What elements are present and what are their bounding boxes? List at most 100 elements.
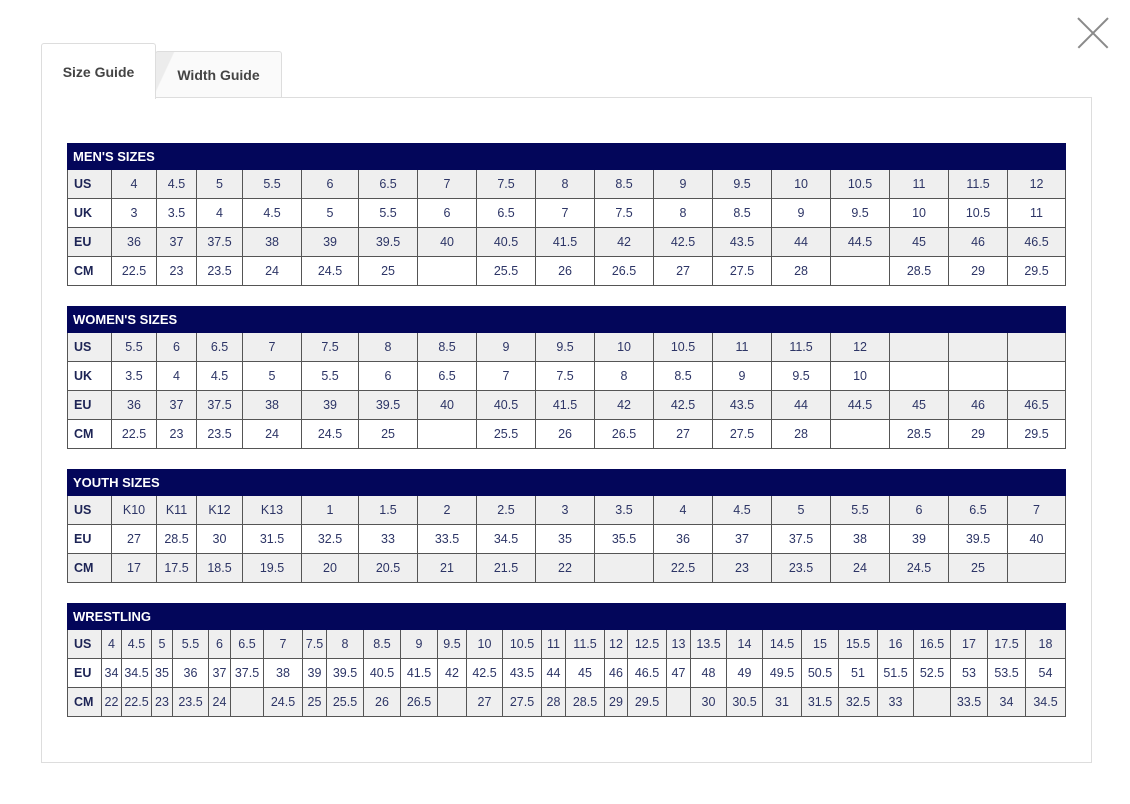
header-cell — [712, 469, 772, 496]
size-cell: 37 — [712, 524, 772, 554]
size-cell: 4.5 — [712, 495, 772, 525]
size-cell: 7 — [476, 361, 537, 391]
size-cell: 42 — [437, 658, 467, 688]
size-cell: 22.5 — [121, 687, 152, 717]
size-cell: 25 — [948, 553, 1008, 583]
size-cell: 34 — [987, 687, 1026, 717]
size-cell: 10.5 — [653, 332, 714, 362]
size-cell: 45 — [565, 658, 605, 688]
header-cell — [913, 603, 951, 630]
header-cell — [242, 306, 303, 333]
header-cell — [762, 603, 802, 630]
size-cell: 1.5 — [358, 495, 418, 525]
size-cell: 23.5 — [771, 553, 831, 583]
header-cell — [948, 143, 1009, 170]
tab-size-guide[interactable]: Size Guide — [41, 43, 156, 99]
header-cell — [301, 306, 360, 333]
header-cell — [889, 306, 950, 333]
size-cell: 8 — [358, 332, 419, 362]
row-label: US — [67, 169, 112, 199]
row-label: UK — [67, 361, 112, 391]
size-cell: 27.5 — [712, 419, 773, 449]
size-cell: 23 — [151, 687, 173, 717]
header-cell — [476, 306, 537, 333]
size-cell: 7.5 — [476, 169, 537, 199]
size-cell: 6 — [358, 361, 419, 391]
size-cell: 44 — [771, 227, 832, 257]
size-cell — [417, 256, 478, 286]
size-cell: 9.5 — [437, 629, 467, 659]
row-label: EU — [67, 227, 112, 257]
size-cell: 20 — [301, 553, 359, 583]
table-title: WRESTLING — [67, 603, 173, 630]
size-cell: 28.5 — [156, 524, 197, 554]
size-cell: 27 — [466, 687, 503, 717]
tab-width-guide[interactable]: Width Guide — [155, 51, 282, 98]
size-cell: 4 — [156, 361, 197, 391]
size-cell: 41.5 — [535, 390, 596, 420]
size-cell: 5 — [301, 198, 360, 228]
size-cell: 35.5 — [594, 524, 654, 554]
size-cell: 21 — [417, 553, 477, 583]
size-cell: 47 — [666, 658, 691, 688]
size-cell: 5 — [195, 169, 244, 199]
table-title: MEN'S SIZES — [66, 143, 244, 170]
size-cell: 27 — [653, 256, 714, 286]
header-cell — [889, 469, 949, 496]
size-cell: 38 — [242, 390, 303, 420]
size-cell: 5.5 — [242, 169, 303, 199]
size-cell — [889, 332, 950, 362]
size-cell: 44.5 — [830, 390, 891, 420]
size-cell: 15 — [801, 629, 839, 659]
header-cell — [830, 143, 891, 170]
size-cell: 28 — [541, 687, 566, 717]
size-cell: 36 — [653, 524, 713, 554]
size-cell: 39 — [889, 524, 949, 554]
size-cell: 29.5 — [1007, 419, 1067, 449]
size-cell: 40.5 — [363, 658, 401, 688]
header-cell — [771, 469, 831, 496]
size-cell: 46 — [948, 390, 1009, 420]
size-cell: 11.5 — [565, 629, 605, 659]
size-cell: 39 — [301, 227, 360, 257]
close-icon[interactable] — [1077, 17, 1109, 49]
header-cell — [535, 306, 596, 333]
size-cell: 19.5 — [242, 553, 302, 583]
size-cell: 12.5 — [627, 629, 667, 659]
header-cell — [653, 306, 714, 333]
size-cell: 9.5 — [830, 198, 891, 228]
size-cell: 36 — [111, 227, 157, 257]
header-cell — [417, 306, 478, 333]
table-row: US 5.5 6 6.5 7 7.5 8 8.5 9 9.5 10 10.5 11 11.5 12 — [67, 332, 1067, 362]
header-cell — [1007, 306, 1067, 333]
size-cell: 9 — [712, 361, 773, 391]
row-label: US — [67, 629, 102, 659]
header-cell — [726, 603, 763, 630]
size-cell: 33.5 — [417, 524, 477, 554]
size-cell: 34.5 — [476, 524, 536, 554]
size-cell: K12 — [196, 495, 243, 525]
size-cell: 24.5 — [889, 553, 949, 583]
size-cell: 23.5 — [172, 687, 209, 717]
size-cell: 4 — [195, 198, 244, 228]
size-cell: 30.5 — [726, 687, 763, 717]
size-cell: 25.5 — [326, 687, 364, 717]
size-cell: 22 — [101, 687, 122, 717]
size-cell: 23 — [156, 419, 197, 449]
size-cell: 37 — [208, 658, 231, 688]
size-cell: 46.5 — [1007, 227, 1067, 257]
header-cell — [301, 143, 360, 170]
size-cell: 22.5 — [111, 256, 157, 286]
size-cell: 41.5 — [535, 227, 596, 257]
header-cell — [476, 469, 536, 496]
size-cell: 27.5 — [712, 256, 773, 286]
size-cell: 4.5 — [242, 198, 303, 228]
size-cell: 9 — [400, 629, 438, 659]
size-cell: 30 — [690, 687, 727, 717]
size-cell — [913, 687, 951, 717]
size-cell: 24 — [208, 687, 231, 717]
size-cell — [437, 687, 467, 717]
size-cell: 31.5 — [242, 524, 302, 554]
size-cell: 36 — [111, 390, 157, 420]
size-cell: 35 — [151, 658, 173, 688]
